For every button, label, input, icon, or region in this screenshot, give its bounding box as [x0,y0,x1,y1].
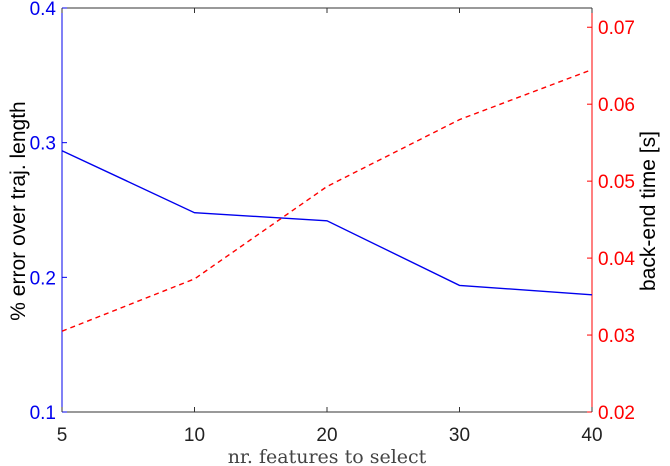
right-axis-ticks: 0.02 0.03 0.04 0.05 0.06 0.07 [587,18,635,424]
x-tick-label: 20 [316,425,337,446]
right-tick-label: 0.05 [598,172,635,193]
left-axis-title: % error over traj. length [7,101,30,320]
series-layer [61,68,593,332]
plot-frame [61,7,593,413]
left-tick-label: 0.1 [30,403,56,424]
right-tick-label: 0.06 [598,95,635,116]
x-tick-label: 40 [581,425,602,446]
error-line [61,150,593,296]
x-tick-label: 30 [449,425,470,446]
right-tick-label: 0.07 [598,18,635,39]
right-axis-title: back-end time [s] [637,131,660,291]
x-axis-title: nr. features to select [228,446,427,466]
x-tick-label: 10 [184,425,205,446]
left-tick-label: 0.2 [30,268,56,289]
right-tick-label: 0.04 [598,249,635,270]
left-tick-label: 0.4 [30,0,57,20]
backend-time-line [61,68,593,332]
right-tick-label: 0.02 [598,403,635,424]
left-tick-label: 0.3 [30,134,56,155]
left-axis-ticks: 0.1 0.2 0.3 0.4 [30,0,67,424]
x-tick-label: 5 [57,425,68,446]
x-axis-ticks: 5 10 20 30 40 [57,8,603,446]
right-tick-label: 0.03 [598,326,635,347]
